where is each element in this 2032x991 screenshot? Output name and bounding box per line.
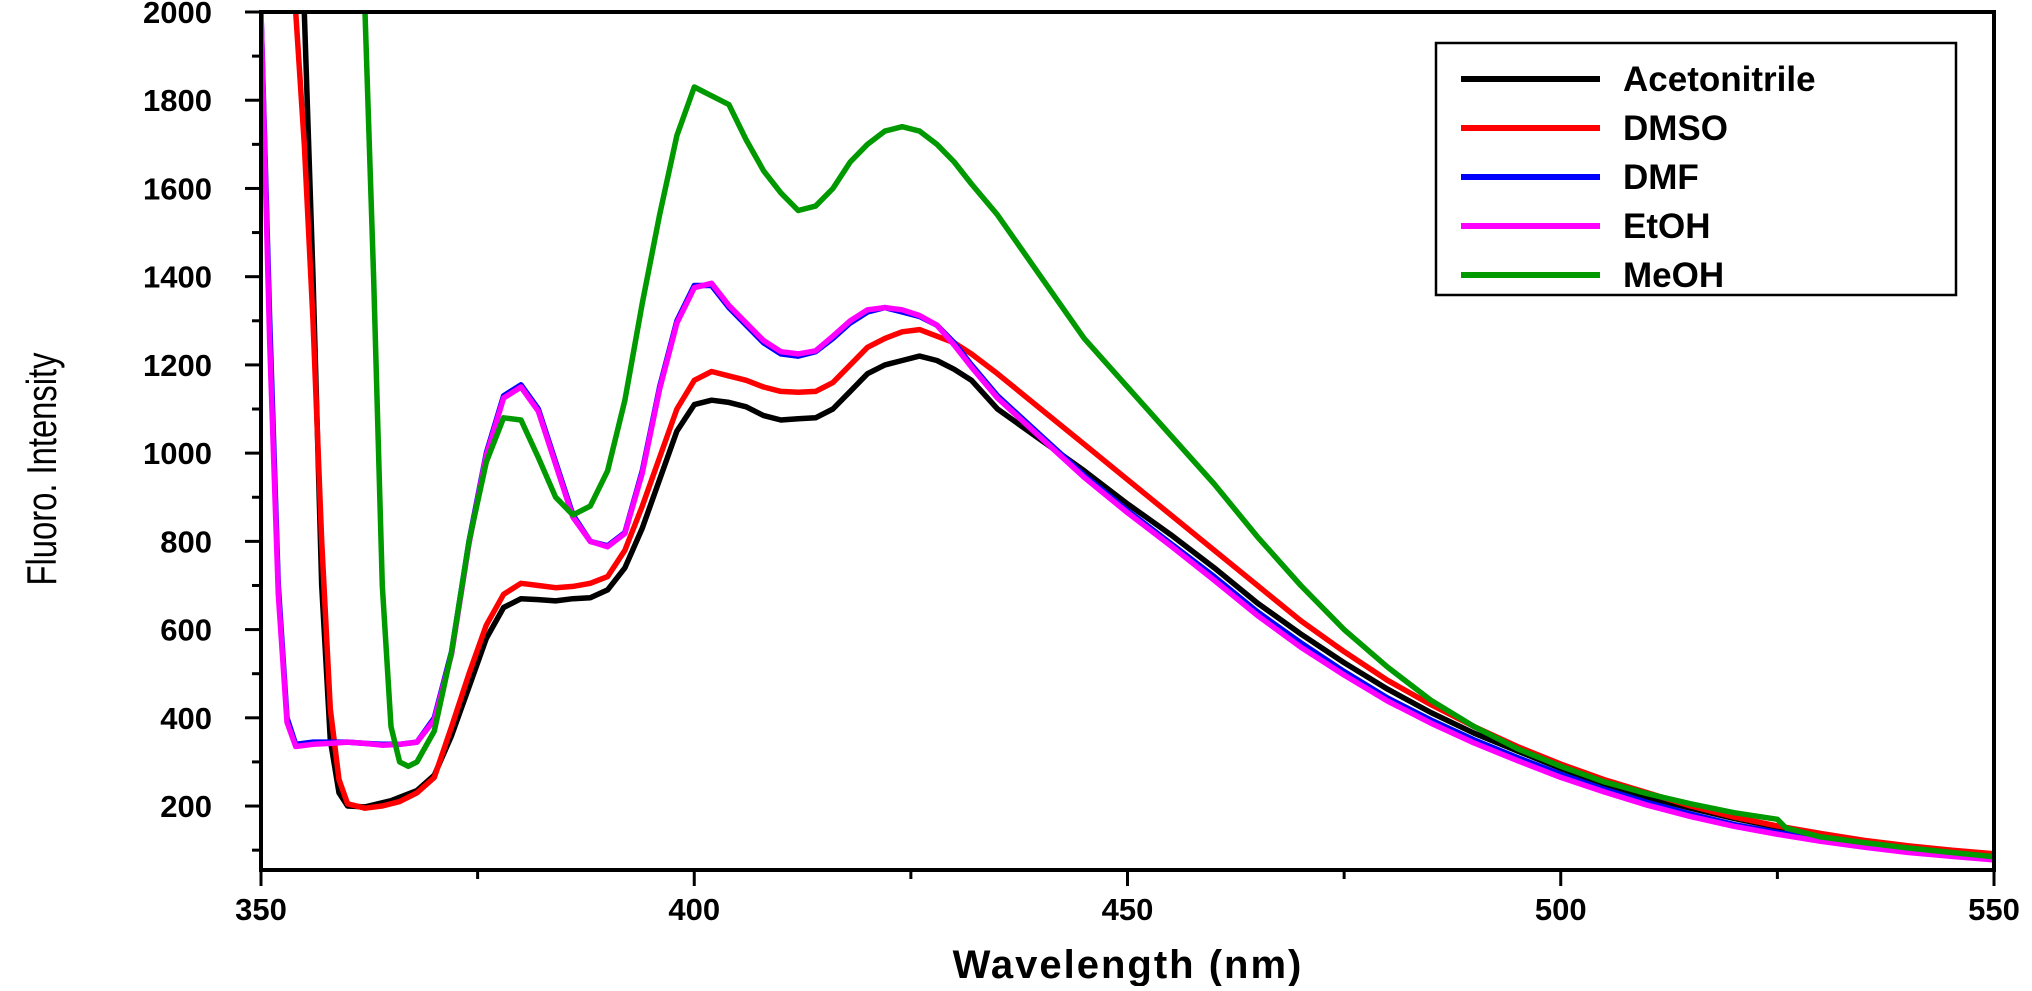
x-tick-label: 550 <box>1968 892 2020 927</box>
y-tick-label: 1800 <box>143 83 212 118</box>
legend-label-meoh: MeOH <box>1623 256 1724 295</box>
x-tick-label: 350 <box>235 892 287 927</box>
y-tick-label: 600 <box>160 613 212 648</box>
y-tick-label: 1200 <box>143 348 212 383</box>
y-tick-label: 1400 <box>143 260 212 295</box>
x-tick-label: 500 <box>1535 892 1587 927</box>
series-line-etoh <box>261 12 1994 863</box>
legend: Acetonitrile DMSO DMF EtOH MeOH <box>1434 41 1958 297</box>
legend-label-acetonitrile: Acetonitrile <box>1623 60 1816 99</box>
y-tick-label: 400 <box>160 701 212 736</box>
legend-label-dmf: DMF <box>1623 158 1699 197</box>
y-tick-label: 200 <box>160 789 212 824</box>
y-tick-label: 1000 <box>143 436 212 471</box>
y-tick-label: 1600 <box>143 171 212 206</box>
x-axis-title: Wavelength (nm) <box>953 943 1304 986</box>
x-tick-label: 400 <box>668 892 720 927</box>
legend-label-etoh: EtOH <box>1623 207 1711 246</box>
legend-box <box>1434 41 1958 297</box>
y-tick-label: 2000 <box>143 0 212 30</box>
y-tick-label: 800 <box>160 524 212 559</box>
x-tick-label: 450 <box>1102 892 1154 927</box>
series-line-meoh <box>362 12 1994 860</box>
legend-label-dmso: DMSO <box>1623 109 1728 148</box>
axes-layer: 350 400 450 500 550 200 400 600 800 1000 1200 1400 1… <box>143 0 2020 927</box>
y-axis-title: Fluoro. Intensity <box>18 352 65 585</box>
series-layer <box>261 12 1994 863</box>
